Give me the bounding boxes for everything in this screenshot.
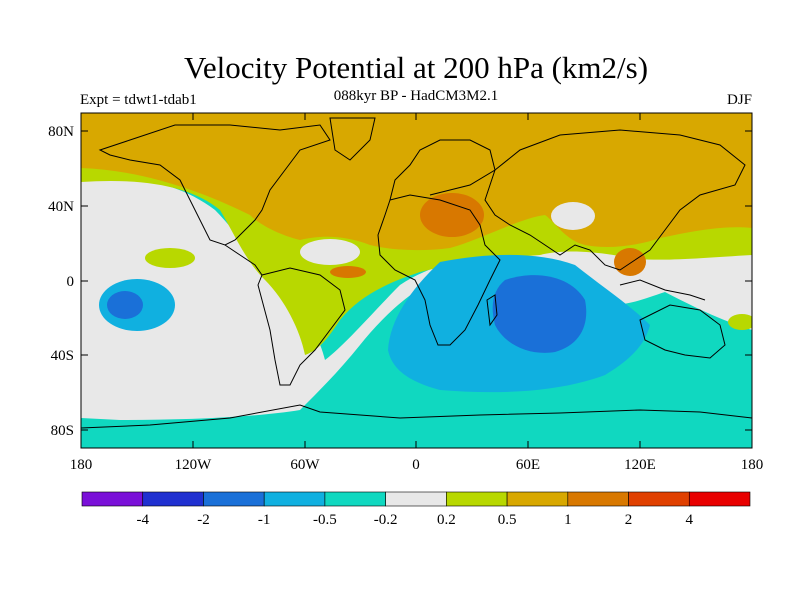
field-middle-east-max xyxy=(420,193,484,237)
colorbar-label: 4 xyxy=(686,512,694,528)
field-atlantic-white-blob xyxy=(300,239,360,265)
field-india-white-blob xyxy=(551,202,595,230)
coast-asia xyxy=(484,129,746,271)
lat-label: 0 xyxy=(67,274,75,290)
colorbar-label: -1 xyxy=(258,512,271,528)
map-subtitle: 088kyr BP - HadCM3M2.1 xyxy=(333,88,499,104)
coast-africa xyxy=(377,194,501,346)
lon-label: 120W xyxy=(175,457,213,473)
field-neutral-band xyxy=(81,178,752,420)
lat-label: 80S xyxy=(51,423,74,439)
lon-label: 60W xyxy=(290,457,320,473)
experiment-label: Expt = tdwt1-tdab1 xyxy=(80,92,197,108)
coast-antarctica xyxy=(81,404,752,429)
velocity-potential-field xyxy=(81,113,752,448)
lat-label: 40S xyxy=(51,348,74,364)
colorbar-swatch xyxy=(628,491,690,507)
colorbar-swatch xyxy=(263,491,326,507)
colorbar-swatch xyxy=(324,491,386,507)
colorbar-swatch xyxy=(506,491,569,507)
field-pacific-green-blob xyxy=(145,248,195,268)
colorbar-label: 0.2 xyxy=(437,512,456,528)
coast-south-america xyxy=(257,267,346,386)
latitude-axis: 80N 40N 0 40S 80S xyxy=(48,124,752,439)
colorbar-label: -0.5 xyxy=(313,512,337,528)
lat-label: 40N xyxy=(48,199,74,215)
coast-australia xyxy=(639,304,726,359)
colorbar-swatch xyxy=(142,491,204,507)
coastlines xyxy=(81,117,752,429)
lat-label: 80N xyxy=(48,124,74,140)
season-label: DJF xyxy=(726,92,752,108)
coast-madagascar xyxy=(486,294,498,327)
lon-label: 120E xyxy=(624,457,656,473)
colorbar-swatch xyxy=(81,491,144,507)
colorbar: -4 -2 -1 -0.5 -0.2 0.2 0.5 1 2 4 xyxy=(81,491,751,528)
coast-europe xyxy=(389,139,496,201)
colorbar-swatch xyxy=(567,491,629,507)
colorbar-label: 1 xyxy=(564,512,572,528)
coast-north-america xyxy=(98,124,331,246)
longitude-axis: 180 120W 60W 0 60E 120E 180 xyxy=(70,113,764,473)
colorbar-swatch xyxy=(385,491,447,507)
coast-greenland xyxy=(329,117,376,161)
lon-label: 180 xyxy=(741,457,764,473)
colorbar-label: 2 xyxy=(625,512,633,528)
colorbar-swatch xyxy=(446,491,508,507)
colorbar-label: -2 xyxy=(197,512,210,528)
coast-central-america xyxy=(224,244,263,276)
lon-label: 0 xyxy=(412,457,420,473)
coast-indonesia xyxy=(619,279,706,301)
field-south-china-max xyxy=(614,248,646,276)
lon-label: 60E xyxy=(516,457,540,473)
map-title: Velocity Potential at 200 hPa (km2/s) xyxy=(183,50,649,85)
field-atlantic-orange-blob xyxy=(330,266,366,278)
colorbar-label: -0.2 xyxy=(374,512,398,528)
colorbar-swatch xyxy=(203,491,265,507)
colorbar-label: 0.5 xyxy=(498,512,517,528)
field-strong-negative-pacific xyxy=(107,291,143,319)
lon-label: 180 xyxy=(70,457,93,473)
colorbar-swatch xyxy=(688,491,751,507)
colorbar-label: -4 xyxy=(136,512,149,528)
field-strong-negative-indian xyxy=(492,275,587,353)
field-east-green-blob xyxy=(728,314,752,330)
